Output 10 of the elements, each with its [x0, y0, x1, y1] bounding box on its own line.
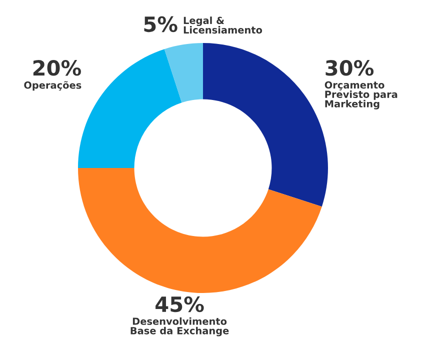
slice-label: Operações — [24, 81, 82, 91]
data-label: 5% — [144, 16, 178, 32]
slice-label: Desenvolvimento Base da Exchange — [130, 317, 229, 336]
donut-slice — [78, 168, 322, 293]
data-label: 30% — [326, 60, 374, 76]
data-label: 20% — [33, 60, 81, 76]
donut-slice — [164, 43, 203, 103]
data-label: 45% — [156, 296, 204, 312]
slice-label: Orçamento Previsto para Marketing — [324, 81, 398, 110]
slice-label: Legal & Licensiamento — [184, 16, 262, 34]
